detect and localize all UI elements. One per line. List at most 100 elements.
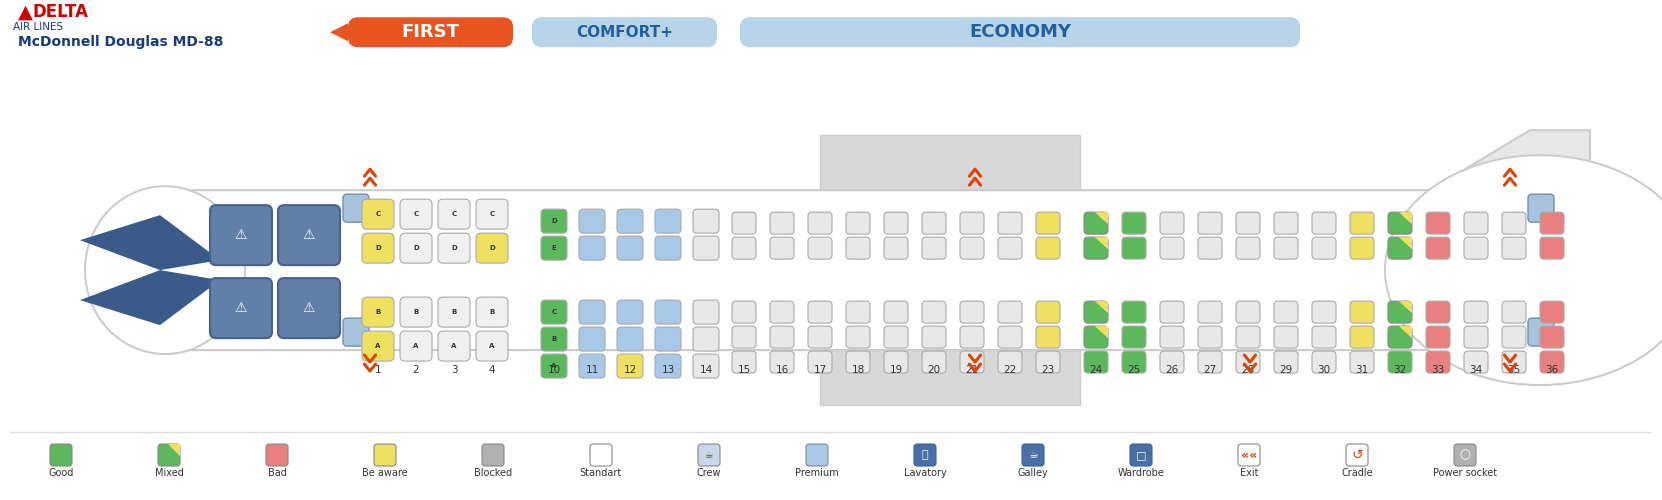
FancyBboxPatch shape <box>401 331 432 361</box>
FancyBboxPatch shape <box>1311 237 1336 259</box>
FancyBboxPatch shape <box>1198 301 1222 323</box>
Text: 32: 32 <box>1393 365 1406 375</box>
FancyBboxPatch shape <box>698 444 720 466</box>
FancyBboxPatch shape <box>1035 212 1060 234</box>
Text: 30: 30 <box>1318 365 1331 375</box>
Text: D: D <box>376 245 381 251</box>
Text: ▲: ▲ <box>18 3 33 22</box>
Text: 26: 26 <box>1165 365 1178 375</box>
FancyBboxPatch shape <box>542 209 567 233</box>
Text: Lavatory: Lavatory <box>904 468 946 478</box>
FancyBboxPatch shape <box>439 297 470 327</box>
FancyBboxPatch shape <box>731 301 756 323</box>
FancyBboxPatch shape <box>1122 301 1147 323</box>
Text: 14: 14 <box>700 365 713 375</box>
FancyBboxPatch shape <box>1035 326 1060 348</box>
Text: Blocked: Blocked <box>474 468 512 478</box>
FancyBboxPatch shape <box>1464 237 1487 259</box>
FancyBboxPatch shape <box>1084 326 1109 348</box>
Text: DELTA: DELTA <box>32 4 88 22</box>
FancyBboxPatch shape <box>1160 237 1183 259</box>
FancyBboxPatch shape <box>1502 351 1526 373</box>
FancyBboxPatch shape <box>846 326 869 348</box>
FancyBboxPatch shape <box>1350 301 1374 323</box>
FancyBboxPatch shape <box>482 444 504 466</box>
FancyBboxPatch shape <box>1541 237 1564 259</box>
FancyBboxPatch shape <box>1237 212 1260 234</box>
Text: Bad: Bad <box>268 468 286 478</box>
Text: 20: 20 <box>927 365 941 375</box>
Polygon shape <box>1399 301 1413 313</box>
Polygon shape <box>331 23 347 41</box>
FancyBboxPatch shape <box>922 351 946 373</box>
FancyBboxPatch shape <box>362 297 394 327</box>
FancyBboxPatch shape <box>439 331 470 361</box>
FancyBboxPatch shape <box>1350 237 1374 259</box>
FancyBboxPatch shape <box>617 354 643 378</box>
FancyBboxPatch shape <box>617 209 643 233</box>
Text: Mixed: Mixed <box>155 468 183 478</box>
Text: ⚠: ⚠ <box>302 301 316 315</box>
FancyBboxPatch shape <box>1275 212 1298 234</box>
Text: B: B <box>452 309 457 315</box>
Text: 31: 31 <box>1356 365 1368 375</box>
FancyBboxPatch shape <box>1122 212 1147 234</box>
FancyBboxPatch shape <box>617 236 643 260</box>
FancyBboxPatch shape <box>693 354 720 378</box>
FancyBboxPatch shape <box>922 326 946 348</box>
Text: C: C <box>552 309 557 315</box>
FancyBboxPatch shape <box>362 331 394 361</box>
Text: 23: 23 <box>1042 365 1055 375</box>
Text: 21: 21 <box>966 365 979 375</box>
FancyBboxPatch shape <box>884 212 907 234</box>
FancyBboxPatch shape <box>1237 351 1260 373</box>
FancyBboxPatch shape <box>770 351 794 373</box>
Text: E: E <box>552 245 557 251</box>
FancyBboxPatch shape <box>808 301 833 323</box>
Polygon shape <box>1429 130 1591 190</box>
Text: 3: 3 <box>450 365 457 375</box>
FancyBboxPatch shape <box>846 351 869 373</box>
FancyBboxPatch shape <box>808 212 833 234</box>
FancyBboxPatch shape <box>1388 351 1413 373</box>
FancyBboxPatch shape <box>401 233 432 263</box>
FancyBboxPatch shape <box>961 237 984 259</box>
Polygon shape <box>80 215 219 270</box>
FancyBboxPatch shape <box>209 205 273 265</box>
FancyBboxPatch shape <box>997 301 1022 323</box>
FancyBboxPatch shape <box>160 190 1511 350</box>
FancyBboxPatch shape <box>808 237 833 259</box>
FancyBboxPatch shape <box>655 209 681 233</box>
Text: B: B <box>489 309 495 315</box>
Text: FIRST: FIRST <box>402 23 459 41</box>
FancyBboxPatch shape <box>1198 237 1222 259</box>
Text: ☕: ☕ <box>705 450 713 460</box>
FancyBboxPatch shape <box>209 278 273 338</box>
FancyBboxPatch shape <box>1275 301 1298 323</box>
Text: Power socket: Power socket <box>1433 468 1497 478</box>
Text: 25: 25 <box>1127 365 1140 375</box>
FancyBboxPatch shape <box>808 351 833 373</box>
FancyBboxPatch shape <box>1122 237 1147 259</box>
FancyBboxPatch shape <box>401 199 432 229</box>
Text: ⚠: ⚠ <box>302 228 316 242</box>
FancyBboxPatch shape <box>997 326 1022 348</box>
FancyBboxPatch shape <box>1502 212 1526 234</box>
FancyBboxPatch shape <box>655 236 681 260</box>
FancyBboxPatch shape <box>914 444 936 466</box>
FancyBboxPatch shape <box>884 301 907 323</box>
FancyBboxPatch shape <box>1388 301 1413 323</box>
FancyBboxPatch shape <box>997 351 1022 373</box>
FancyBboxPatch shape <box>770 237 794 259</box>
FancyBboxPatch shape <box>1350 326 1374 348</box>
FancyBboxPatch shape <box>961 212 984 234</box>
Text: ↺: ↺ <box>1351 448 1363 462</box>
Text: D: D <box>552 218 557 224</box>
FancyBboxPatch shape <box>1035 301 1060 323</box>
FancyBboxPatch shape <box>997 237 1022 259</box>
Polygon shape <box>819 135 1080 190</box>
Text: 10: 10 <box>547 365 560 375</box>
FancyBboxPatch shape <box>1084 237 1109 259</box>
FancyBboxPatch shape <box>1275 326 1298 348</box>
FancyBboxPatch shape <box>846 301 869 323</box>
